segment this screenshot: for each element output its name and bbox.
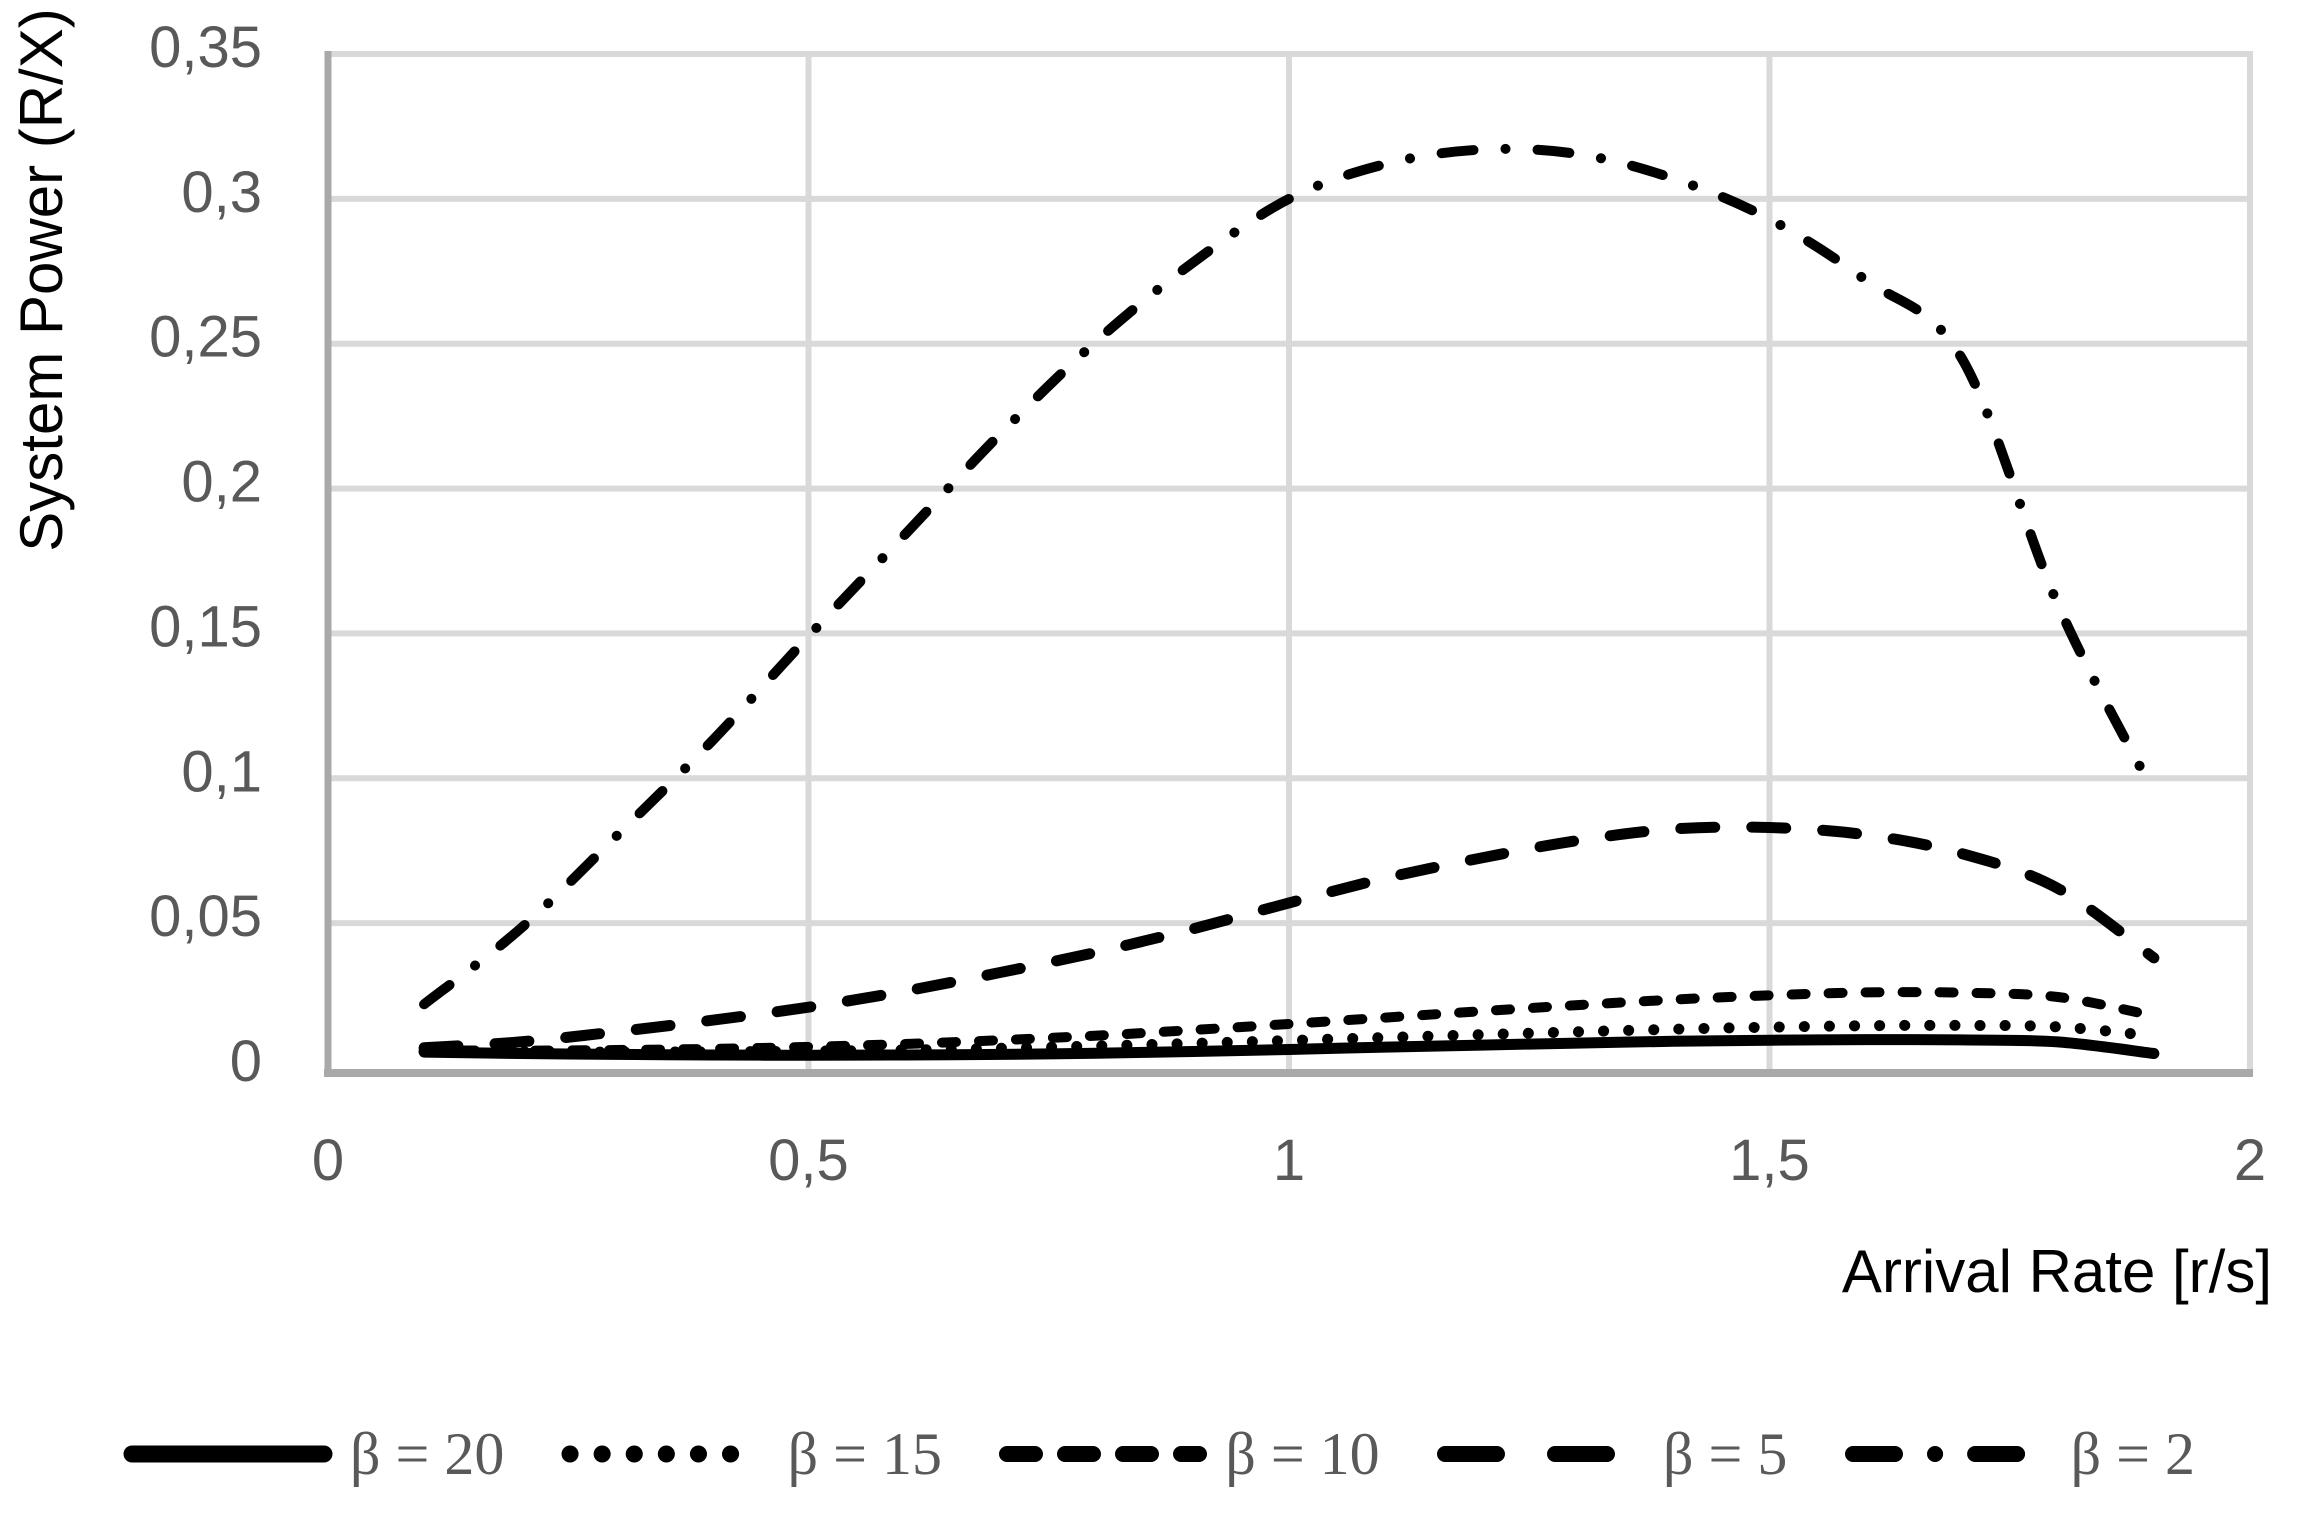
legend-label: β = 2 <box>2070 1420 2195 1487</box>
y-tick-label: 0,1 <box>181 739 262 804</box>
y-tick-label: 0,25 <box>149 305 262 370</box>
y-axis-title: System Power (R/X) <box>8 8 75 551</box>
legend-item-beta-20: β = 20 <box>122 1420 504 1489</box>
y-tick-label: 0,35 <box>149 15 262 80</box>
x-tick-label: 1,5 <box>1729 1128 1810 1193</box>
y-tick-label: 0,3 <box>181 160 262 225</box>
series-line-beta-2 <box>419 143 2159 1010</box>
legend-line-sample <box>1436 1446 1645 1462</box>
legend-label: β = 10 <box>1225 1420 1380 1487</box>
x-tick-label: 0,5 <box>768 1128 849 1193</box>
legend-label: β = 5 <box>1662 1420 1788 1487</box>
y-tick-label: 0,15 <box>149 594 262 659</box>
legend-item-beta-10: β = 10 <box>997 1420 1380 1489</box>
x-axis-tick-labels: 0 0,5 1 1,5 2 <box>312 1128 2266 1193</box>
chart-legend: β = 20 β = 15 β = 10 β = 5 β = 2 <box>122 1404 2195 1504</box>
y-tick-label: 0,05 <box>149 884 262 949</box>
series-line-beta-10 <box>419 987 2159 1056</box>
series-line-beta-5 <box>418 821 2160 1054</box>
legend-item-beta-5: β = 5 <box>1435 1420 1787 1489</box>
legend-line-sample <box>123 1445 333 1463</box>
legend-label: β = 20 <box>350 1420 505 1487</box>
x-tick-label: 2 <box>2234 1128 2266 1193</box>
axis-lines <box>324 51 2253 1077</box>
y-axis-tick-labels: 0 0,05 0,1 0,15 0,2 0,25 0,3 0,35 <box>149 15 262 1094</box>
legend-label: β = 15 <box>787 1420 943 1487</box>
x-axis-title: Arrival Rate [r/s] <box>1842 1238 2272 1305</box>
y-tick-label: 0,2 <box>181 450 262 515</box>
series-lines <box>418 143 2160 1061</box>
x-tick-label: 1 <box>1273 1128 1305 1193</box>
x-tick-label: 0 <box>312 1128 344 1193</box>
series-line-beta-20 <box>418 1034 2160 1061</box>
legend-line-sample <box>561 1445 771 1463</box>
y-tick-label: 0 <box>230 1029 262 1094</box>
legend-line-sample <box>1844 1446 2053 1462</box>
legend-line-sample <box>999 1446 1208 1462</box>
legend-item-beta-15: β = 15 <box>560 1420 942 1489</box>
legend-item-beta-2: β = 2 <box>1843 1420 2195 1489</box>
